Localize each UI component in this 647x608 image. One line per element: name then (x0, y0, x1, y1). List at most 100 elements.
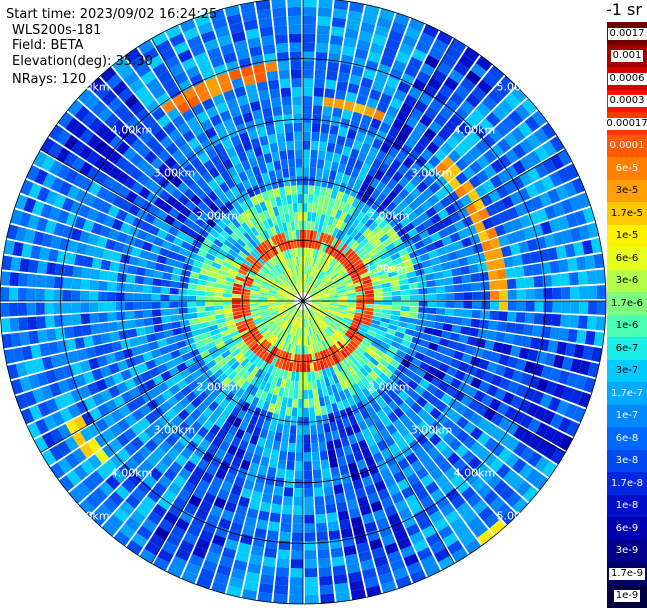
beta-cell (435, 286, 446, 294)
beta-cell (408, 439, 421, 452)
beta-cell (358, 250, 368, 259)
beta-cell (88, 77, 105, 94)
beta-cell (87, 454, 103, 470)
beta-cell (419, 361, 431, 372)
beta-cell (421, 259, 432, 268)
beta-cell (297, 416, 303, 426)
beta-cell (70, 200, 83, 215)
beta-cell (404, 64, 419, 78)
beta-cell (221, 547, 237, 560)
beta-cell (105, 238, 117, 251)
beta-cell (311, 293, 320, 298)
beta-cell (205, 233, 217, 243)
beta-cell (567, 257, 578, 272)
beta-cell (129, 78, 145, 94)
beta-cell (376, 563, 392, 576)
beta-cell (210, 55, 225, 69)
beta-cell (319, 307, 328, 312)
beta-cell (64, 436, 79, 452)
beta-cell (221, 421, 232, 433)
beta-cell (145, 136, 159, 150)
beta-cell (306, 318, 310, 328)
beta-cell (295, 461, 303, 471)
beta-cell (390, 558, 406, 572)
beta-cell (303, 122, 312, 132)
beta-cell (259, 308, 269, 313)
beta-cell (498, 377, 511, 391)
beta-cell (319, 132, 329, 143)
beta-cell (381, 313, 392, 319)
beta-cell (504, 93, 521, 109)
beta-cell (247, 562, 262, 574)
beta-cell (262, 315, 272, 322)
beta-cell (509, 243, 521, 256)
beta-cell (438, 555, 455, 571)
beta-cell (214, 309, 224, 315)
beta-cell (309, 289, 318, 296)
beta-cell (182, 331, 193, 340)
beta-cell (91, 100, 107, 117)
beta-cell (322, 106, 333, 116)
beta-cell (440, 393, 453, 405)
beta-cell (410, 402, 423, 414)
beta-cell (79, 128, 95, 144)
beta-cell (279, 150, 288, 161)
beta-cell (161, 389, 174, 401)
beta-cell (369, 42, 385, 55)
beta-cell (334, 582, 350, 594)
beta-cell (224, 472, 236, 485)
beta-cell (89, 302, 99, 313)
beta-cell (169, 301, 179, 308)
beta-cell (418, 229, 430, 240)
beta-cell (339, 518, 352, 530)
beta-cell (303, 202, 308, 212)
beta-cell (80, 459, 96, 475)
beta-cell (298, 336, 302, 346)
beta-cell (286, 397, 293, 408)
beta-cell (66, 470, 82, 487)
beta-cell (157, 163, 170, 176)
beta-cell (418, 378, 431, 390)
beta-cell (321, 468, 331, 479)
beta-cell (363, 282, 373, 288)
beta-cell (264, 319, 274, 326)
beta-cell (547, 247, 559, 261)
beta-cell (333, 484, 344, 495)
beta-cell (323, 395, 331, 406)
beta-cell (128, 204, 141, 217)
beta-cell (416, 168, 429, 181)
beta-cell (335, 219, 343, 230)
beta-cell (155, 39, 172, 55)
beta-cell (279, 310, 289, 316)
beta-cell (79, 427, 94, 442)
beta-cell (303, 33, 316, 43)
beta-cell (120, 110, 135, 125)
beta-cell (256, 81, 269, 92)
beta-cell (432, 328, 443, 338)
beta-cell (198, 364, 210, 375)
beta-cell (337, 289, 347, 294)
beta-cell (160, 370, 172, 382)
beta-cell (404, 94, 418, 108)
beta-cell (374, 480, 387, 492)
beta-cell (147, 511, 163, 526)
beta-cell (320, 459, 330, 470)
beta-cell (408, 312, 419, 319)
beta-cell (328, 306, 338, 311)
beta-cell (442, 418, 456, 432)
beta-cell (65, 338, 77, 352)
beta-cell (282, 496, 293, 506)
beta-cell (289, 176, 297, 186)
beta-cell (252, 248, 261, 257)
beta-cell (323, 160, 332, 171)
beta-cell (151, 301, 161, 309)
beta-cell (239, 235, 249, 245)
beta-cell (286, 140, 295, 151)
beta-cell (363, 364, 373, 374)
beta-cell (380, 467, 393, 480)
beta-cell (376, 409, 387, 421)
beta-cell (289, 212, 295, 222)
beta-cell (338, 302, 348, 306)
beta-cell (481, 134, 496, 149)
beta-cell (289, 425, 297, 435)
